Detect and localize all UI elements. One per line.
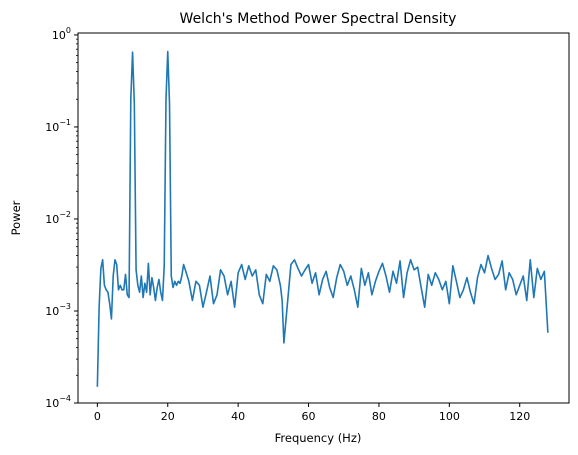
x-tick-label: 60 — [302, 410, 316, 423]
y-tick-label: 10−1 — [45, 118, 71, 134]
x-axis-label: Frequency (Hz) — [275, 431, 362, 445]
x-tick-label: 80 — [372, 410, 386, 423]
y-tick-label: 10−4 — [45, 394, 71, 410]
y-tick-label: 10−2 — [45, 210, 71, 226]
plot-area — [77, 32, 570, 404]
chart-title: Welch's Method Power Spectral Density — [180, 11, 457, 27]
y-axis: 10−4 10−3 10−2 10−1 100 — [45, 26, 78, 410]
x-tick-label: 0 — [94, 410, 101, 423]
plot-frame — [77, 32, 570, 404]
x-tick-label: 20 — [161, 410, 175, 423]
x-axis: 0 20 40 60 80 100 120 — [94, 403, 530, 423]
x-tick-label: 40 — [231, 410, 245, 423]
series-line-0 — [96, 50, 549, 387]
x-tick-label: 100 — [439, 410, 460, 423]
y-axis-label: Power — [9, 200, 23, 235]
x-tick-label: 120 — [509, 410, 530, 423]
y-tick-label: 10−3 — [45, 302, 71, 318]
y-tick-label: 100 — [52, 26, 71, 42]
